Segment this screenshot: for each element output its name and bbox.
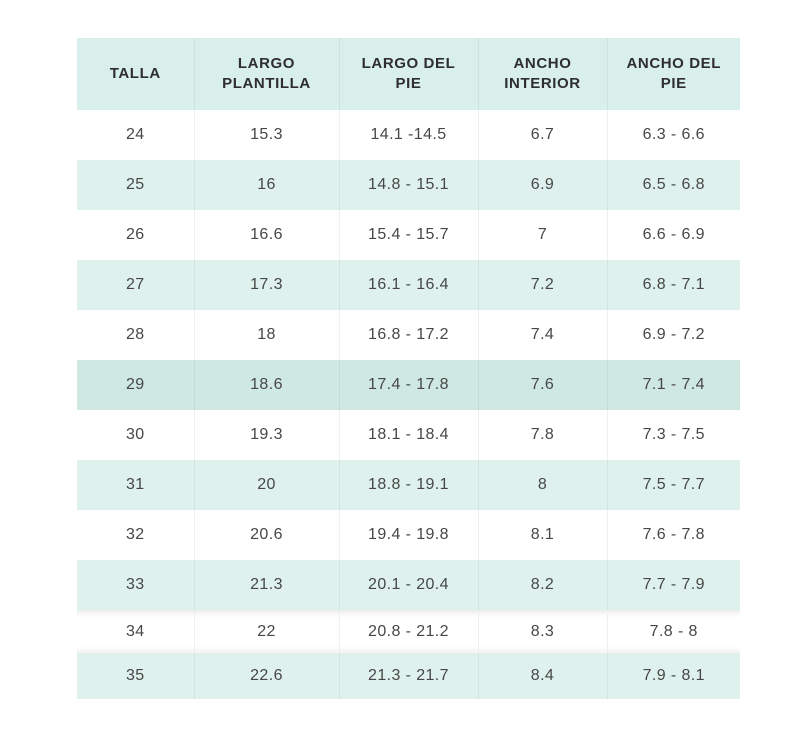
table-row: 34 22 20.8 - 21.2 8.3 7.8 - 8 [77, 610, 740, 653]
table-cell: 26 [77, 210, 194, 260]
table-cell: 18.1 - 18.4 [338, 410, 478, 460]
size-chart-table: TALLA LARGO PLANTILLA LARGO DEL PIE ANCHO I… [77, 38, 740, 699]
table-cell: 22.6 [193, 653, 339, 699]
table-cell: 22 [193, 610, 339, 653]
table-cell: 21.3 - 21.7 [338, 653, 478, 699]
table-cell: 15.4 - 15.7 [338, 210, 478, 260]
table-cell: 34 [77, 610, 194, 653]
header-cell: ANCHO DEL PIE [606, 38, 740, 110]
table-cell: 6.9 - 7.2 [606, 310, 740, 360]
table-cell: 33 [77, 560, 194, 610]
table-cell: 27 [77, 260, 194, 310]
table-cell: 21.3 [193, 560, 339, 610]
header-row: TALLA LARGO PLANTILLA LARGO DEL PIE ANCHO I… [77, 38, 740, 110]
table-cell: 7.2 [477, 260, 607, 310]
table-cell: 7.8 - 8 [606, 610, 740, 653]
table-cell: 6.5 - 6.8 [606, 160, 740, 210]
table-row: 26 16.6 15.4 - 15.7 7 6.6 - 6.9 [77, 210, 740, 260]
table-cell: 7.6 [477, 360, 607, 410]
header-cell: LARGO PLANTILLA [193, 38, 339, 110]
table-cell: 7.6 - 7.8 [606, 510, 740, 560]
table-cell: 20 [193, 460, 339, 510]
table-cell: 17.4 - 17.8 [338, 360, 478, 410]
header-cell: ANCHO INTERIOR [477, 38, 607, 110]
table-cell: 16 [193, 160, 339, 210]
table-row: 31 20 18.8 - 19.1 8 7.5 - 7.7 [77, 460, 740, 510]
table-row: 32 20.6 19.4 - 19.8 8.1 7.6 - 7.8 [77, 510, 740, 560]
table-row: 33 21.3 20.1 - 20.4 8.2 7.7 - 7.9 [77, 560, 740, 610]
table-cell: 25 [77, 160, 194, 210]
table-cell: 7.8 [477, 410, 607, 460]
table-cell: 20.1 - 20.4 [338, 560, 478, 610]
header-cell: LARGO DEL PIE [338, 38, 478, 110]
table-row: 24 15.3 14.1 -14.5 6.7 6.3 - 6.6 [77, 110, 740, 160]
table-cell: 16.1 - 16.4 [338, 260, 478, 310]
table-cell: 7.1 - 7.4 [606, 360, 740, 410]
table-cell: 6.7 [477, 110, 607, 160]
table-cell: 7 [477, 210, 607, 260]
table-cell: 8.4 [477, 653, 607, 699]
table-row: 25 16 14.8 - 15.1 6.9 6.5 - 6.8 [77, 160, 740, 210]
table-cell: 24 [77, 110, 194, 160]
table-cell: 16.6 [193, 210, 339, 260]
table-cell: 14.8 - 15.1 [338, 160, 478, 210]
table-cell: 35 [77, 653, 194, 699]
table-cell: 8.3 [477, 610, 607, 653]
table-cell: 7.9 - 8.1 [606, 653, 740, 699]
table-cell: 20.8 - 21.2 [338, 610, 478, 653]
table-cell: 7.5 - 7.7 [606, 460, 740, 510]
table-cell: 32 [77, 510, 194, 560]
table-cell: 8 [477, 460, 607, 510]
table-row: 35 22.6 21.3 - 21.7 8.4 7.9 - 8.1 [77, 653, 740, 699]
table-cell: 7.3 - 7.5 [606, 410, 740, 460]
table-cell: 17.3 [193, 260, 339, 310]
table-cell: 18 [193, 310, 339, 360]
table-cell: 28 [77, 310, 194, 360]
table-cell: 16.8 - 17.2 [338, 310, 478, 360]
table-row: 30 19.3 18.1 - 18.4 7.8 7.3 - 7.5 [77, 410, 740, 460]
table-row: 27 17.3 16.1 - 16.4 7.2 6.8 - 7.1 [77, 260, 740, 310]
table-cell: 8.1 [477, 510, 607, 560]
table-cell: 7.4 [477, 310, 607, 360]
table-cell: 6.8 - 7.1 [606, 260, 740, 310]
table-row: 28 18 16.8 - 17.2 7.4 6.9 - 7.2 [77, 310, 740, 360]
table-cell: 18.6 [193, 360, 339, 410]
table-cell: 18.8 - 19.1 [338, 460, 478, 510]
table-row: 29 18.6 17.4 - 17.8 7.6 7.1 - 7.4 [77, 360, 740, 410]
table-cell: 7.7 - 7.9 [606, 560, 740, 610]
table-cell: 14.1 -14.5 [338, 110, 478, 160]
table-cell: 8.2 [477, 560, 607, 610]
table-cell: 30 [77, 410, 194, 460]
table-cell: 19.4 - 19.8 [338, 510, 478, 560]
table-cell: 6.9 [477, 160, 607, 210]
table-cell: 6.6 - 6.9 [606, 210, 740, 260]
table-cell: 15.3 [193, 110, 339, 160]
table-body: 24 15.3 14.1 -14.5 6.7 6.3 - 6.6 25 16 14.8 - 1… [77, 110, 740, 699]
header-cell: TALLA [77, 38, 194, 110]
table-cell: 19.3 [193, 410, 339, 460]
table-cell: 29 [77, 360, 194, 410]
table-cell: 6.3 - 6.6 [606, 110, 740, 160]
table-cell: 20.6 [193, 510, 339, 560]
table-cell: 31 [77, 460, 194, 510]
